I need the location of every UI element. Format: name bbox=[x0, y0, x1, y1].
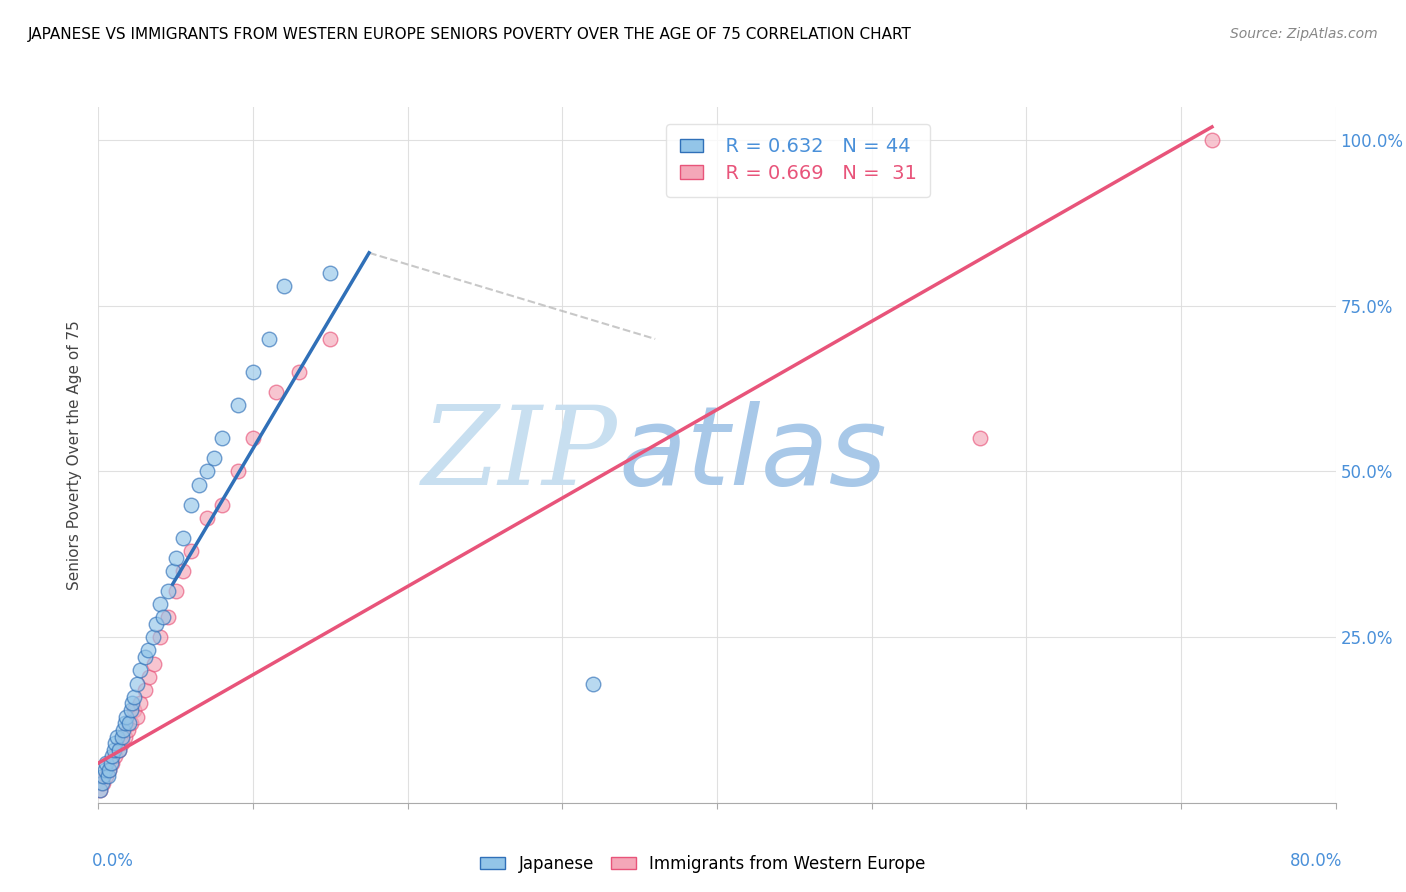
Text: Source: ZipAtlas.com: Source: ZipAtlas.com bbox=[1230, 27, 1378, 41]
Point bbox=[91, 769, 114, 783]
Point bbox=[142, 630, 165, 644]
Point bbox=[104, 736, 127, 750]
Point bbox=[319, 332, 342, 346]
Point bbox=[226, 398, 249, 412]
Point bbox=[242, 365, 264, 379]
Point bbox=[149, 597, 172, 611]
Point bbox=[97, 769, 120, 783]
Legend:   R = 0.632   N = 44,   R = 0.669   N =  31: R = 0.632 N = 44, R = 0.669 N = 31 bbox=[666, 124, 929, 197]
Point bbox=[121, 697, 143, 711]
Point bbox=[100, 756, 122, 770]
Point bbox=[242, 431, 264, 445]
Point bbox=[149, 630, 172, 644]
Point bbox=[107, 743, 129, 757]
Point bbox=[114, 730, 136, 744]
Point bbox=[152, 610, 174, 624]
Point bbox=[127, 676, 149, 690]
Point bbox=[582, 676, 605, 690]
Point bbox=[266, 384, 288, 399]
Point bbox=[145, 616, 167, 631]
Point bbox=[180, 498, 202, 512]
Point bbox=[157, 610, 180, 624]
Point bbox=[288, 365, 311, 379]
Point bbox=[134, 650, 156, 665]
Point bbox=[111, 736, 134, 750]
Point bbox=[98, 763, 121, 777]
Point bbox=[273, 279, 295, 293]
Point bbox=[1201, 133, 1223, 147]
Point bbox=[226, 465, 249, 479]
Point bbox=[257, 332, 280, 346]
Point bbox=[103, 743, 125, 757]
Point bbox=[211, 498, 233, 512]
Point bbox=[96, 769, 118, 783]
Point bbox=[120, 716, 142, 731]
Point bbox=[173, 531, 195, 545]
Legend: Japanese, Immigrants from Western Europe: Japanese, Immigrants from Western Europe bbox=[474, 848, 932, 880]
Point bbox=[211, 431, 233, 445]
Point bbox=[91, 776, 114, 790]
Y-axis label: Seniors Poverty Over the Age of 75: Seniors Poverty Over the Age of 75 bbox=[67, 320, 83, 590]
Point bbox=[90, 776, 112, 790]
Point bbox=[120, 703, 142, 717]
Point bbox=[129, 663, 152, 677]
Point bbox=[98, 763, 121, 777]
Point bbox=[104, 749, 127, 764]
Point bbox=[101, 749, 124, 764]
Point bbox=[143, 657, 166, 671]
Point bbox=[122, 690, 145, 704]
Point bbox=[117, 723, 139, 737]
Point bbox=[89, 782, 111, 797]
Point bbox=[969, 431, 991, 445]
Point bbox=[105, 730, 128, 744]
Point bbox=[157, 583, 180, 598]
Point bbox=[96, 756, 118, 770]
Point bbox=[195, 511, 218, 525]
Point bbox=[127, 709, 149, 723]
Point bbox=[118, 716, 141, 731]
Point bbox=[204, 451, 226, 466]
Point bbox=[89, 782, 111, 797]
Text: 0.0%: 0.0% bbox=[93, 852, 134, 870]
Point bbox=[112, 723, 135, 737]
Point bbox=[111, 730, 134, 744]
Point bbox=[129, 697, 152, 711]
Point bbox=[188, 477, 211, 491]
Point bbox=[134, 683, 156, 698]
Point bbox=[114, 716, 136, 731]
Point bbox=[195, 465, 218, 479]
Point bbox=[319, 266, 342, 280]
Text: atlas: atlas bbox=[619, 401, 887, 508]
Point bbox=[138, 670, 160, 684]
Point bbox=[122, 703, 145, 717]
Point bbox=[180, 544, 202, 558]
Point bbox=[107, 743, 129, 757]
Text: ZIP: ZIP bbox=[422, 401, 619, 508]
Point bbox=[101, 756, 124, 770]
Point bbox=[93, 763, 115, 777]
Point bbox=[162, 564, 184, 578]
Point bbox=[173, 564, 195, 578]
Point bbox=[165, 550, 187, 565]
Text: 80.0%: 80.0% bbox=[1289, 852, 1341, 870]
Point bbox=[165, 583, 187, 598]
Point bbox=[136, 643, 159, 657]
Text: JAPANESE VS IMMIGRANTS FROM WESTERN EUROPE SENIORS POVERTY OVER THE AGE OF 75 CO: JAPANESE VS IMMIGRANTS FROM WESTERN EURO… bbox=[28, 27, 912, 42]
Point bbox=[115, 709, 138, 723]
